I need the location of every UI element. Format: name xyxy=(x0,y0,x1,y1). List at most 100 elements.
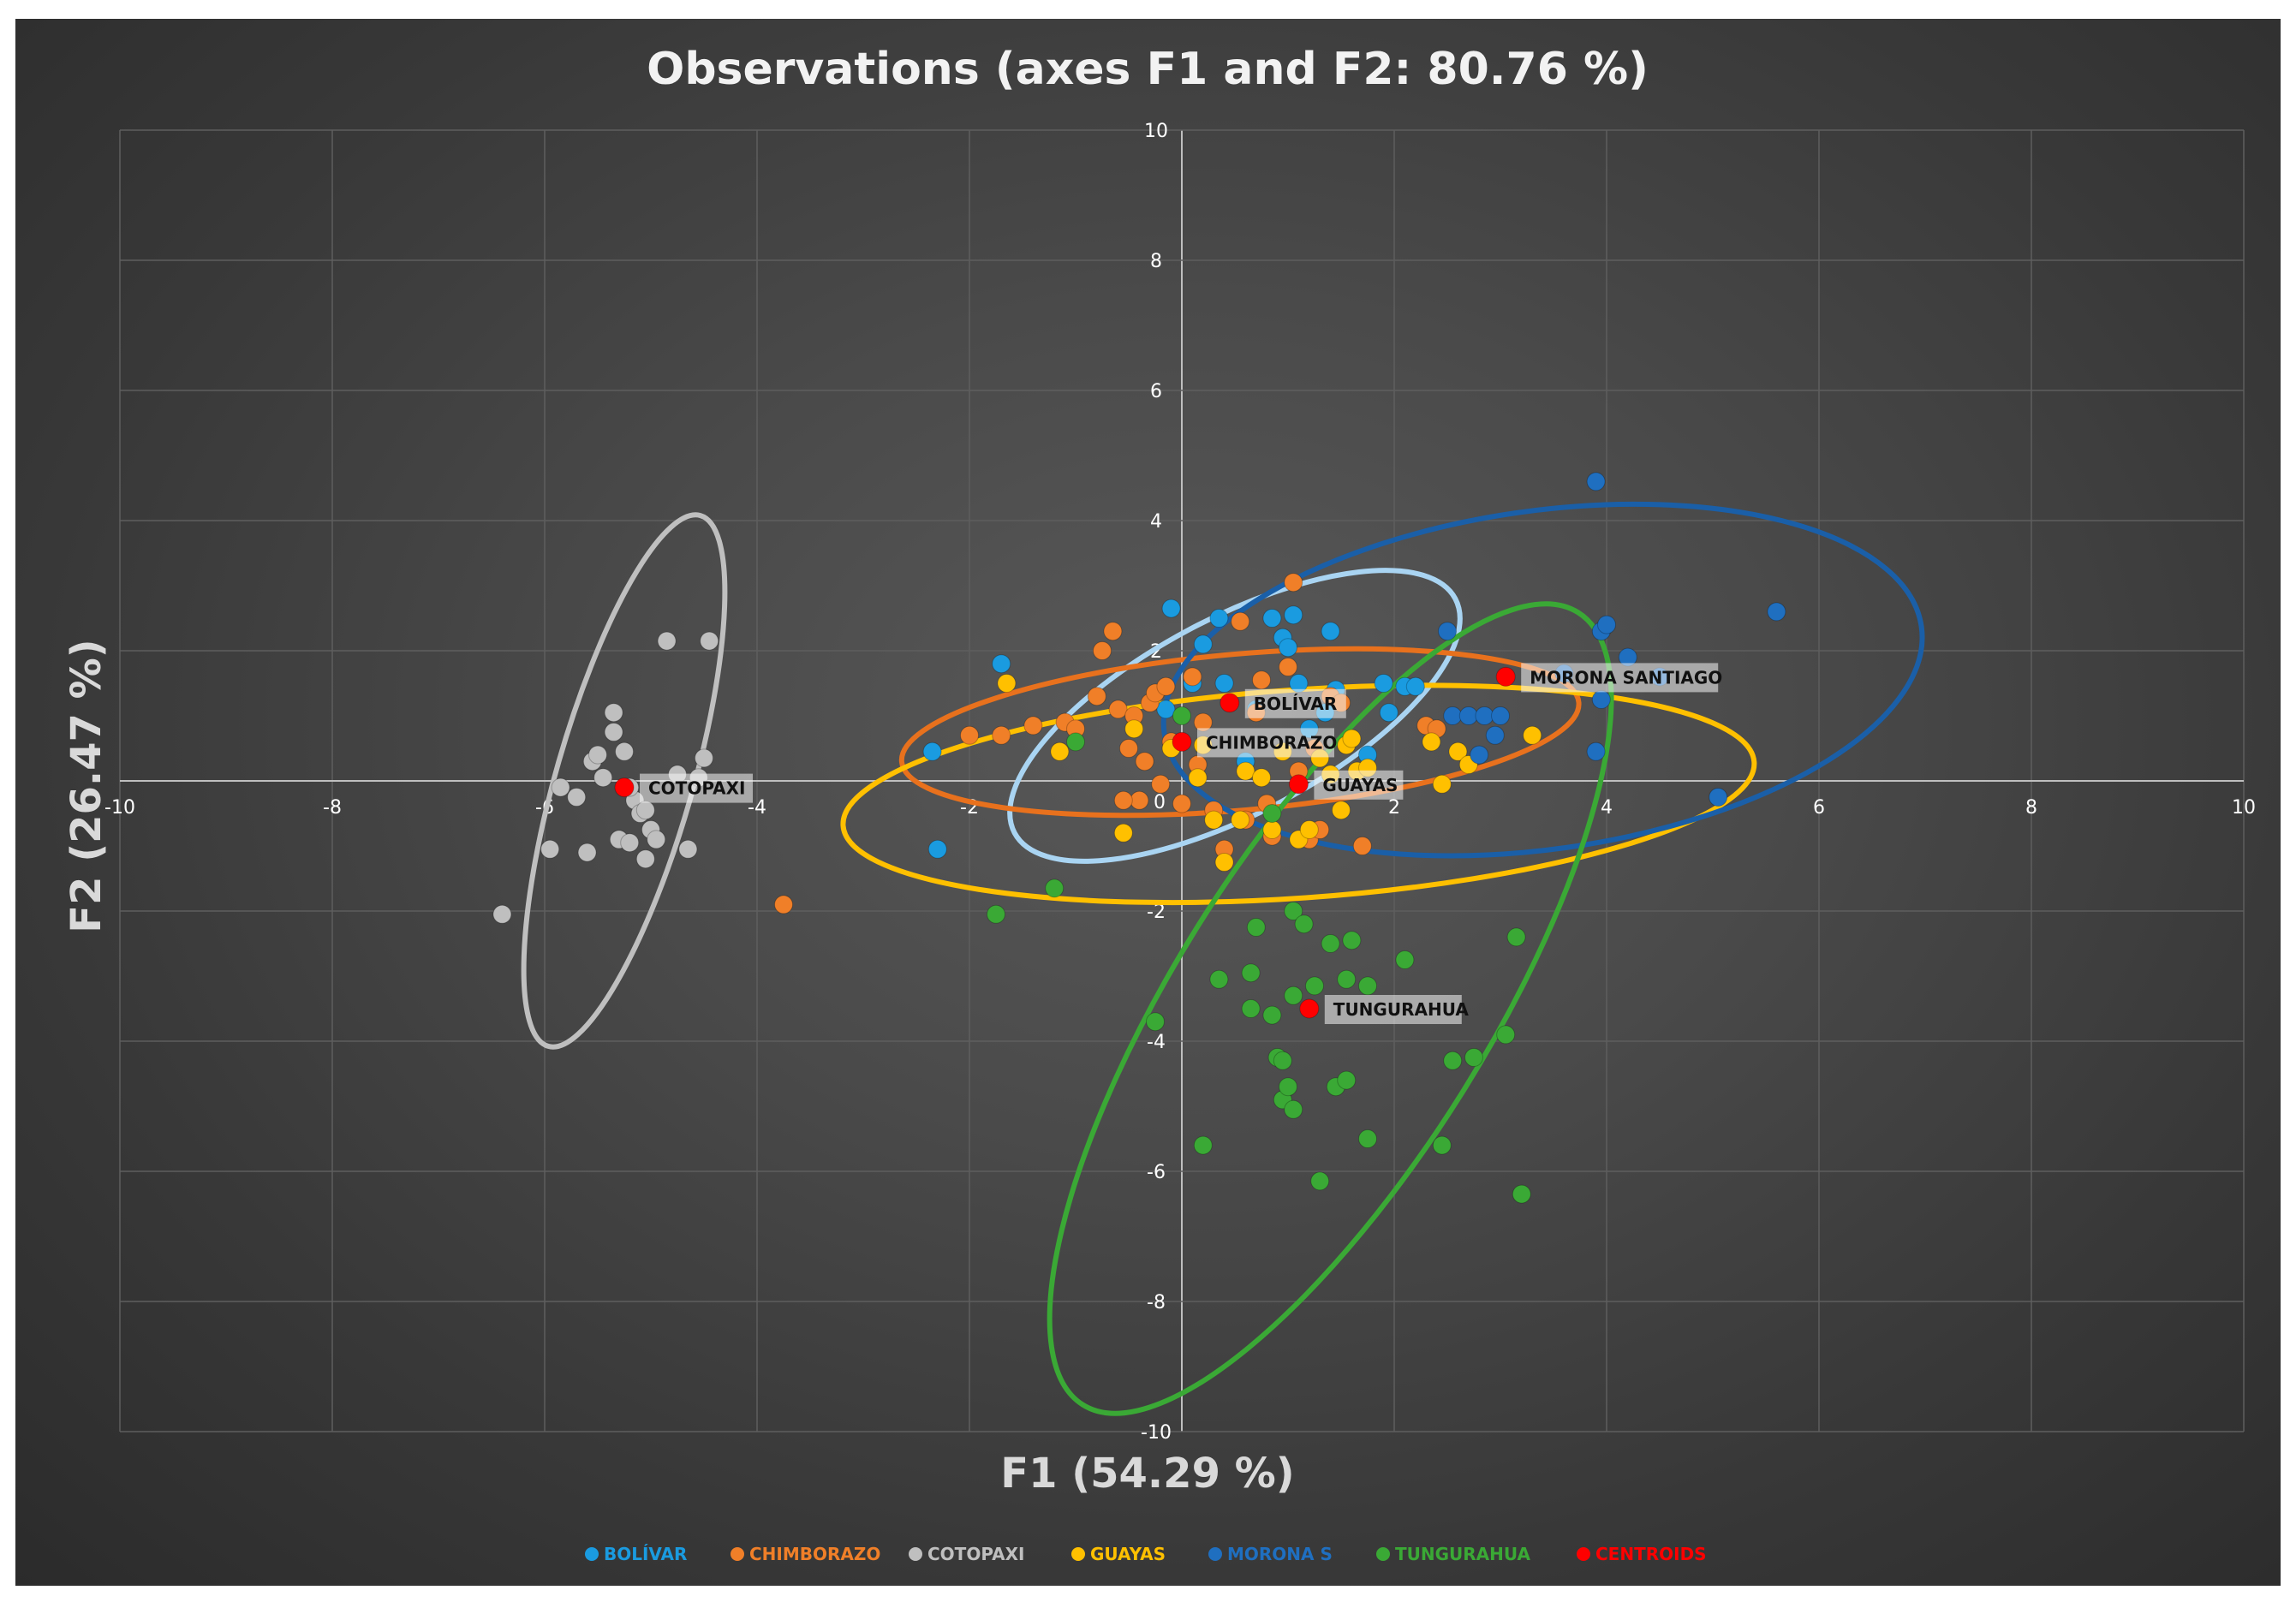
point-s0-1 xyxy=(927,839,947,859)
point-s5-17 xyxy=(1305,976,1324,996)
point-s1-41 xyxy=(1135,752,1154,771)
point-s1-7 xyxy=(1093,641,1112,660)
point-s5-16 xyxy=(1294,914,1314,934)
point-s5-14 xyxy=(1284,986,1303,1005)
y-tick-label-1: -8 xyxy=(1147,1292,1166,1313)
point-s1-26 xyxy=(1252,670,1271,690)
point-s6-3 xyxy=(1288,774,1309,795)
point-s4-8 xyxy=(1586,741,1606,761)
legend-label-1: CHIMBORAZO xyxy=(749,1544,880,1564)
point-s1-9 xyxy=(1108,700,1128,719)
point-s3-8 xyxy=(1231,810,1250,830)
point-s5-29 xyxy=(1464,1048,1483,1067)
legend-label-2: COTOPAXI xyxy=(927,1544,1025,1564)
point-s5-23 xyxy=(1342,931,1362,950)
point-s3-1 xyxy=(1050,741,1070,761)
point-s3-2 xyxy=(1113,823,1133,843)
centroid-label-box-2 xyxy=(640,773,753,803)
centroid-label-box-3 xyxy=(1314,770,1404,800)
point-s5-31 xyxy=(1506,927,1526,947)
point-s2-6 xyxy=(588,745,607,765)
point-s5-0 xyxy=(987,904,1005,924)
legend-marker-0 xyxy=(585,1547,599,1561)
point-s5-5 xyxy=(1241,963,1261,983)
point-s1-18 xyxy=(1172,794,1191,813)
point-s5-12 xyxy=(1279,1077,1297,1097)
point-s0-20 xyxy=(1379,703,1398,723)
legend-label-4: MORONA S xyxy=(1227,1544,1333,1564)
point-s1-2 xyxy=(992,725,1011,745)
point-s4-10 xyxy=(1597,615,1616,634)
point-s4-1 xyxy=(1443,706,1463,725)
ellipse-0 xyxy=(1007,568,1463,864)
point-s3-22 xyxy=(1422,732,1441,752)
point-s2-18 xyxy=(657,631,677,651)
data-points xyxy=(492,472,1786,1204)
ellipse-4 xyxy=(1160,501,1925,859)
point-s1-16 xyxy=(1156,676,1176,696)
x-tick-label-1: -8 xyxy=(323,797,342,819)
point-s5-27 xyxy=(1432,1135,1452,1155)
point-s1-19 xyxy=(1183,667,1202,687)
centroid-label-box-1 xyxy=(1197,728,1334,758)
grid xyxy=(119,129,2245,1432)
point-s5-28 xyxy=(1443,1051,1463,1070)
point-s3-23 xyxy=(1432,774,1452,794)
legend-label-6: CENTROIDS xyxy=(1595,1544,1707,1564)
point-s1-12 xyxy=(1130,790,1149,810)
point-s3-24 xyxy=(1448,741,1468,761)
point-s2-20 xyxy=(678,839,698,859)
point-s2-25 xyxy=(635,801,655,820)
point-s4-6 xyxy=(1491,706,1510,725)
centroid-label-box-4 xyxy=(1521,663,1719,693)
y-tick-label-2: -6 xyxy=(1147,1162,1166,1183)
centroid-label-5: TUNGURAHUA xyxy=(1333,999,1470,1020)
point-s2-1 xyxy=(540,839,560,859)
point-s6-0 xyxy=(1220,693,1240,713)
x-tick-label-0: -10 xyxy=(104,797,135,819)
point-s3-26 xyxy=(1523,725,1542,745)
point-s0-22 xyxy=(1405,676,1425,696)
point-s6-5 xyxy=(1299,998,1320,1019)
point-s4-14 xyxy=(1767,602,1786,622)
legend-label-5: TUNGURAHUA xyxy=(1395,1544,1531,1564)
x-tick-label-6: 2 xyxy=(1388,797,1400,819)
legend-label-3: GUAYAS xyxy=(1090,1544,1166,1564)
centroid-label-1: CHIMBORAZO xyxy=(1206,732,1337,753)
point-s5-18 xyxy=(1310,1171,1330,1191)
point-s3-19 xyxy=(1342,729,1362,748)
point-s6-4 xyxy=(1495,666,1516,687)
point-s5-32 xyxy=(1512,1184,1531,1204)
point-s3-0 xyxy=(997,674,1017,693)
y-tick-label-10: 10 xyxy=(1144,121,1168,142)
point-s0-2 xyxy=(992,654,1011,674)
y-tick-label-3: -4 xyxy=(1147,1032,1166,1053)
point-s2-17 xyxy=(647,830,666,849)
point-s5-1 xyxy=(1045,878,1065,898)
point-s4-7 xyxy=(1586,472,1606,491)
point-s5-26 xyxy=(1395,950,1415,969)
y-tick-label-9: 8 xyxy=(1150,251,1162,272)
point-s4-5 xyxy=(1485,725,1505,745)
point-s1-29 xyxy=(1279,658,1297,676)
legend-marker-4 xyxy=(1208,1547,1222,1561)
point-s5-8 xyxy=(1262,1005,1282,1025)
x-tick-label-9: 8 xyxy=(2025,797,2037,819)
point-s2-21 xyxy=(700,631,719,651)
y-tick-label-8: 6 xyxy=(1150,381,1162,402)
point-s1-37 xyxy=(1352,837,1372,855)
legend: BOLÍVAR CHIMBORAZO COTOPAXI GUAYAS MORONA S T… xyxy=(585,1544,1707,1564)
point-s3-14 xyxy=(1299,820,1319,839)
point-s4-0 xyxy=(1438,622,1457,641)
legend-marker-5 xyxy=(1376,1547,1390,1561)
point-s5-10 xyxy=(1273,1051,1292,1070)
point-s5-33 xyxy=(1172,706,1191,725)
legend-marker-2 xyxy=(909,1547,922,1561)
point-s0-7 xyxy=(1209,609,1229,628)
point-s2-9 xyxy=(604,723,623,741)
point-s3-9 xyxy=(1236,761,1255,781)
x-axis-label: F1 (54.29 %) xyxy=(1000,1450,1294,1498)
point-s5-6 xyxy=(1241,999,1261,1018)
